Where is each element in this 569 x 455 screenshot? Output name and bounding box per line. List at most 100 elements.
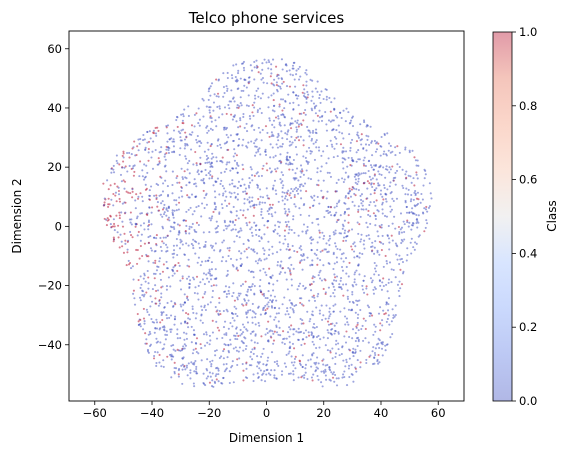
scatter-point-class-1 xyxy=(271,203,274,206)
scatter-point-class-0 xyxy=(153,321,156,324)
scatter-point-class-0 xyxy=(148,130,151,133)
scatter-point-class-0 xyxy=(333,136,336,139)
scatter-point-class-0 xyxy=(337,377,340,380)
scatter-point-class-0 xyxy=(325,162,328,165)
scatter-point-class-0 xyxy=(260,355,263,358)
scatter-point-class-0 xyxy=(243,84,246,87)
scatter-point-class-0 xyxy=(411,207,414,210)
scatter-point-class-0 xyxy=(178,196,181,199)
scatter-point-class-0 xyxy=(386,234,389,237)
scatter-point-class-0 xyxy=(278,241,281,244)
scatter-point-class-0 xyxy=(209,165,212,168)
scatter-point-class-0 xyxy=(155,321,159,324)
scatter-point-class-0 xyxy=(377,274,380,277)
scatter-point-class-0 xyxy=(354,178,357,181)
scatter-point-class-0 xyxy=(348,375,351,379)
scatter-point-class-0 xyxy=(325,242,328,245)
scatter-point-class-1 xyxy=(178,224,181,227)
scatter-point-class-0 xyxy=(205,105,208,108)
scatter-point-class-0 xyxy=(311,263,314,267)
scatter-point-class-0 xyxy=(302,139,305,142)
scatter-point-class-0 xyxy=(223,290,226,293)
scatter-point-class-0 xyxy=(354,311,357,314)
scatter-point-class-0 xyxy=(197,223,200,227)
scatter-point-class-0 xyxy=(175,209,178,212)
scatter-point-class-0 xyxy=(155,269,159,272)
scatter-point-class-0 xyxy=(126,151,129,155)
scatter-point-class-0 xyxy=(273,104,276,107)
scatter-point-class-0 xyxy=(275,143,278,146)
scatter-point-class-0 xyxy=(187,105,190,108)
scatter-point-class-0 xyxy=(160,146,163,149)
scatter-point-class-0 xyxy=(226,71,229,74)
scatter-point-class-0 xyxy=(396,283,400,286)
scatter-point-class-0 xyxy=(289,192,292,195)
scatter-point-class-1 xyxy=(199,162,202,166)
scatter-point-class-0 xyxy=(210,365,213,368)
scatter-point-class-0 xyxy=(344,194,347,198)
scatter-point-class-0 xyxy=(357,313,360,316)
scatter-point-class-0 xyxy=(195,206,198,209)
scatter-point-class-0 xyxy=(389,192,392,195)
scatter-point-class-0 xyxy=(181,177,185,180)
scatter-point-class-0 xyxy=(343,178,346,181)
scatter-point-class-0 xyxy=(387,303,390,306)
scatter-point-class-0 xyxy=(239,264,242,267)
scatter-point-class-0 xyxy=(216,105,219,109)
scatter-point-class-0 xyxy=(288,299,291,302)
scatter-point-class-0 xyxy=(188,181,191,184)
scatter-point-class-0 xyxy=(264,333,267,336)
scatter-point-class-1 xyxy=(126,251,129,254)
scatter-point-class-0 xyxy=(215,373,218,376)
scatter-point-class-0 xyxy=(361,200,365,203)
scatter-point-class-0 xyxy=(287,267,290,270)
scatter-point-class-0 xyxy=(253,106,256,109)
scatter-point-class-0 xyxy=(264,150,267,153)
scatter-point-class-0 xyxy=(356,303,359,306)
scatter-point-class-0 xyxy=(363,239,366,242)
scatter-point-class-0 xyxy=(276,264,279,267)
scatter-point-class-1 xyxy=(268,203,272,206)
scatter-point-class-0 xyxy=(389,210,392,213)
scatter-point-class-0 xyxy=(235,63,238,66)
scatter-point-class-0 xyxy=(321,114,324,117)
scatter-point-class-0 xyxy=(294,367,297,370)
scatter-point-class-1 xyxy=(363,164,366,167)
scatter-point-class-0 xyxy=(256,355,259,358)
scatter-point-class-0 xyxy=(171,209,174,212)
scatter-point-class-0 xyxy=(226,269,229,272)
scatter-point-class-0 xyxy=(342,109,345,112)
scatter-point-class-0 xyxy=(349,149,352,152)
scatter-point-class-0 xyxy=(154,284,157,287)
scatter-point-class-0 xyxy=(339,279,342,282)
scatter-point-class-0 xyxy=(265,369,268,372)
scatter-point-class-1 xyxy=(159,321,162,324)
scatter-point-class-0 xyxy=(197,298,200,301)
scatter-point-class-0 xyxy=(215,220,218,223)
scatter-point-class-0 xyxy=(142,328,145,331)
scatter-point-class-0 xyxy=(182,219,185,222)
scatter-point-class-0 xyxy=(334,245,337,248)
scatter-point-class-0 xyxy=(348,357,351,360)
scatter-point-class-0 xyxy=(102,204,106,207)
scatter-point-class-0 xyxy=(253,78,256,81)
scatter-point-class-1 xyxy=(303,342,306,345)
scatter-point-class-0 xyxy=(236,296,239,299)
scatter-point-class-0 xyxy=(258,240,261,243)
scatter-point-class-0 xyxy=(381,281,384,284)
scatter-point-class-0 xyxy=(305,73,308,76)
scatter-point-class-0 xyxy=(391,222,394,225)
scatter-point-class-0 xyxy=(308,320,311,323)
scatter-point-class-0 xyxy=(382,166,385,169)
scatter-point-class-0 xyxy=(255,89,258,92)
scatter-point-class-0 xyxy=(384,349,387,352)
scatter-point-class-0 xyxy=(155,196,158,199)
scatter-point-class-0 xyxy=(258,367,261,370)
scatter-point-class-0 xyxy=(233,240,236,243)
scatter-point-class-1 xyxy=(121,154,124,157)
scatter-point-class-0 xyxy=(181,382,184,385)
scatter-point-class-0 xyxy=(357,172,360,175)
scatter-point-class-0 xyxy=(364,319,367,322)
scatter-point-class-0 xyxy=(285,191,289,194)
scatter-point-class-0 xyxy=(337,124,340,127)
